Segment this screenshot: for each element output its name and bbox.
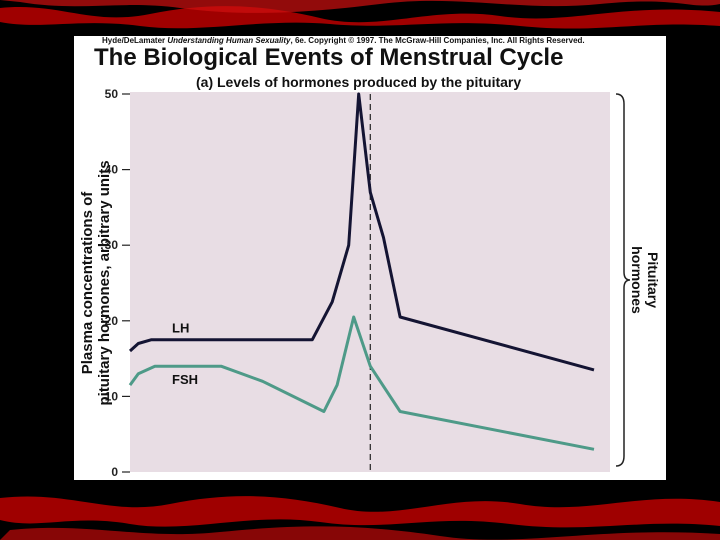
y-tick-label: 20	[105, 314, 119, 328]
copyright-suffix: , 6e. Copyright © 1997. The McGraw-Hill …	[290, 36, 585, 45]
red-border-bottom	[0, 486, 720, 540]
series-line-lh	[128, 92, 595, 372]
chart-subtitle: (a) Levels of hormones produced by the p…	[196, 74, 522, 90]
red-border-top	[0, 0, 720, 40]
y-tick-label: 30	[105, 238, 119, 252]
y-axis-label-line1: Plasma concentrations of	[79, 191, 96, 375]
y-tick-label: 10	[105, 389, 119, 403]
page-title: The Biological Events of Menstrual Cycle	[94, 44, 564, 71]
slide-panel: Hyde/DeLamater Understanding Human Sexua…	[74, 36, 666, 480]
copyright-line: Hyde/DeLamater Understanding Human Sexua…	[102, 36, 585, 45]
bracket-label-line1: Pituitary	[645, 252, 661, 308]
y-axis-label-line2: pituitary hormones, arbitrary units	[96, 160, 113, 405]
series-label-lh: LH	[172, 321, 189, 336]
series-label-fsh: FSH	[172, 372, 198, 387]
right-bracket	[615, 93, 631, 467]
bracket-label-line2: hormones	[629, 246, 645, 314]
y-tick-label: 0	[111, 465, 118, 479]
hormone-chart: 0 10 20 30 40 50 Plasma concentrations of pitui…	[79, 87, 661, 479]
copyright-prefix: Hyde/DeLamater	[102, 36, 166, 45]
copyright-book: Understanding Human Sexuality	[167, 36, 291, 45]
y-tick-label: 40	[105, 163, 119, 177]
series-line-fsh	[128, 315, 595, 451]
y-tick-label: 50	[105, 87, 119, 101]
